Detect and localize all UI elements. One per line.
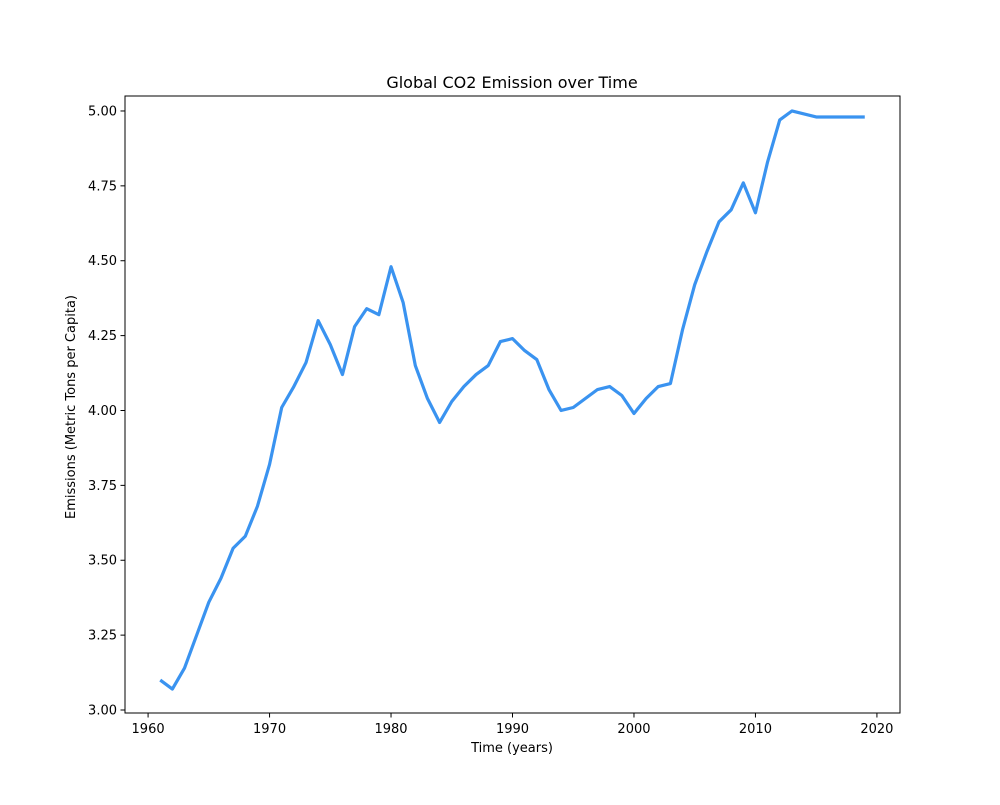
- y-tick-label: 4.50: [88, 254, 117, 269]
- x-tick-label: 1990: [496, 722, 529, 737]
- y-tick-label: 3.25: [88, 629, 117, 644]
- x-tick-label: 1960: [132, 722, 165, 737]
- x-axis-label: Time (years): [470, 741, 553, 756]
- series-line-0: [159, 109, 865, 691]
- x-tick-label: 2000: [617, 722, 650, 737]
- y-tick-label: 5.00: [88, 104, 117, 119]
- plot-area: 1960 1970 1980 1990 2000 2010 2020 3.00 3.25 3.50…: [88, 95, 901, 737]
- x-tick-label: 1980: [374, 722, 407, 737]
- y-tick-label: 4.25: [88, 329, 117, 344]
- y-tick-label: 4.75: [88, 179, 117, 194]
- x-tick-label: 2010: [739, 722, 772, 737]
- y-axis-label: Emissions (Metric Tons per Capita): [64, 295, 79, 519]
- chart-title: Global CO2 Emission over Time: [386, 73, 637, 92]
- y-tick-label: 3.75: [88, 479, 117, 494]
- x-tick-label: 2020: [860, 722, 893, 737]
- plot-frame: [124, 95, 901, 714]
- y-tick-label: 3.50: [88, 554, 117, 569]
- y-tick-label: 3.00: [88, 704, 117, 719]
- y-tick-label: 4.00: [88, 404, 117, 419]
- x-tick-label: 1970: [253, 722, 286, 737]
